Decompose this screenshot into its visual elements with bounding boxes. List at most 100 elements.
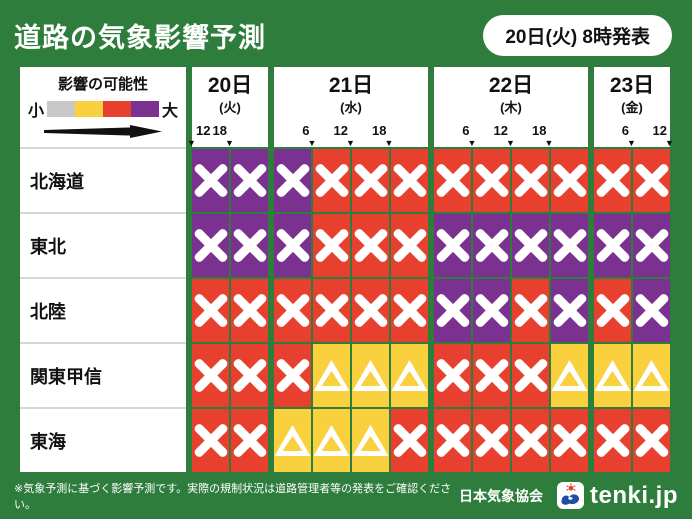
time-tick-label: 12	[652, 123, 667, 138]
day-cells	[434, 149, 588, 472]
forecast-row-segment	[434, 279, 588, 342]
x-mark-icon	[553, 294, 587, 328]
forecast-row-segment	[192, 149, 268, 212]
forecast-row-segment	[274, 344, 428, 407]
region-label-text: 北海道	[30, 171, 84, 192]
x-mark-icon	[514, 424, 548, 458]
forecast-cell	[192, 344, 229, 407]
day-cells	[274, 149, 428, 472]
x-mark-icon	[514, 359, 548, 393]
x-mark-icon	[475, 294, 509, 328]
x-mark-icon	[276, 229, 310, 263]
day-column-21日: 21日 (水) 6 ▼ 12 ▼ 18 ▼	[274, 67, 428, 472]
day-header: 22日 (木) 6 ▼ 12 ▼ 18 ▼	[434, 67, 588, 148]
page-title: 道路の気象影響予測	[14, 22, 266, 53]
disclaimer-note: ※気象予測に基づく影響予測です。実際の規制状況は道路管理者等の発表をご確認くださ…	[14, 482, 452, 511]
x-mark-icon	[436, 359, 470, 393]
forecast-cell	[274, 409, 311, 472]
triangle-mark-icon	[274, 425, 311, 456]
time-tick-label: 18	[212, 123, 227, 138]
x-mark-icon	[514, 164, 548, 198]
time-ticks: 6 ▼ 12 ▼ 18 ▼	[434, 111, 588, 148]
x-mark-icon	[354, 229, 388, 263]
x-mark-icon	[553, 424, 587, 458]
region-label-column: 影響の可能性 小 大 北海道 東北 北陸 関東甲信 東海	[20, 67, 186, 472]
x-mark-icon	[635, 164, 669, 198]
x-mark-icon	[393, 294, 427, 328]
time-tick-label: 6	[462, 123, 470, 138]
legend-swatches	[47, 101, 159, 117]
impact-legend: 影響の可能性 小 大	[20, 67, 186, 147]
issued-time-badge: 20日(火) 8時発表	[483, 14, 672, 56]
time-tick-label: 12	[333, 123, 348, 138]
day-header: 21日 (水) 6 ▼ 12 ▼ 18 ▼	[274, 67, 428, 148]
tick-triangle-icon: ▼	[384, 138, 394, 148]
forecast-cell	[473, 279, 510, 342]
forecast-cell	[313, 214, 350, 277]
tick-triangle-icon: ▼	[346, 138, 355, 148]
tick-triangle-icon: ▼	[187, 138, 196, 148]
forecast-cell	[274, 344, 311, 407]
x-mark-icon	[233, 359, 267, 393]
day-column-20日: 20日 (火) 12 ▼ 18 ▼	[187, 67, 268, 472]
x-mark-icon	[233, 229, 267, 263]
forecast-cell	[633, 344, 670, 407]
forecast-cell	[594, 279, 631, 342]
forecast-cell	[594, 344, 631, 407]
forecast-row-segment	[594, 214, 670, 277]
x-mark-icon	[436, 424, 470, 458]
forecast-cell	[274, 149, 311, 212]
x-mark-icon	[233, 294, 267, 328]
forecast-cell	[512, 279, 549, 342]
forecast-row-segment	[192, 214, 268, 277]
day-cells	[594, 149, 670, 472]
tick-triangle-icon: ▼	[506, 138, 515, 148]
x-mark-icon	[475, 359, 509, 393]
x-mark-icon	[596, 164, 630, 198]
forecast-grid: 20日 (火) 12 ▼ 18 ▼ 21日 (水) 6 ▼ 12 ▼ 18 ▼ 22日 (木) 6 ▼ 12 ▼ 18 ▼…	[187, 67, 674, 472]
forecast-row-segment	[274, 214, 428, 277]
tenki-jp-logo: tenki.jp	[556, 482, 678, 510]
forecast-row-segment	[434, 409, 588, 472]
day-column-22日: 22日 (木) 6 ▼ 12 ▼ 18 ▼	[434, 67, 588, 472]
region-label-text: 東海	[30, 431, 66, 452]
forecast-cell	[633, 149, 670, 212]
time-ticks: 6 ▼ 12 ▼ 18 ▼	[274, 111, 428, 148]
forecast-cell	[473, 344, 510, 407]
x-mark-icon	[635, 424, 669, 458]
forecast-cell	[551, 149, 588, 212]
forecast-row-segment	[434, 149, 588, 212]
legend-swatch-0	[47, 101, 75, 117]
forecast-row-segment	[192, 409, 268, 472]
forecast-row-segment	[594, 344, 670, 407]
x-mark-icon	[635, 229, 669, 263]
time-tick-label: 18	[532, 123, 547, 138]
region-label: 北海道	[20, 147, 186, 212]
forecast-cell	[274, 279, 311, 342]
forecast-row-segment	[192, 279, 268, 342]
forecast-cell	[192, 214, 229, 277]
legend-swatch-2	[103, 101, 131, 117]
forecast-cell	[192, 279, 229, 342]
forecast-cell	[594, 149, 631, 212]
x-mark-icon	[475, 229, 509, 263]
forecast-cell	[231, 149, 268, 212]
triangle-mark-icon	[313, 360, 350, 391]
triangle-mark-icon	[352, 360, 389, 391]
triangle-mark-icon	[313, 425, 350, 456]
forecast-cell	[352, 409, 389, 472]
legend-swatch-1	[75, 101, 103, 117]
forecast-cell	[512, 214, 549, 277]
forecast-cell	[352, 149, 389, 212]
day-date-label: 20日	[207, 74, 253, 97]
x-mark-icon	[635, 294, 669, 328]
forecast-cell	[313, 344, 350, 407]
tick-triangle-icon: ▼	[225, 138, 234, 148]
tick-triangle-icon: ▼	[307, 138, 317, 148]
forecast-cell	[434, 214, 471, 277]
forecast-cell	[512, 344, 549, 407]
forecast-cell	[391, 409, 428, 472]
x-mark-icon	[194, 424, 228, 458]
tenki-bird-icon	[556, 482, 584, 509]
